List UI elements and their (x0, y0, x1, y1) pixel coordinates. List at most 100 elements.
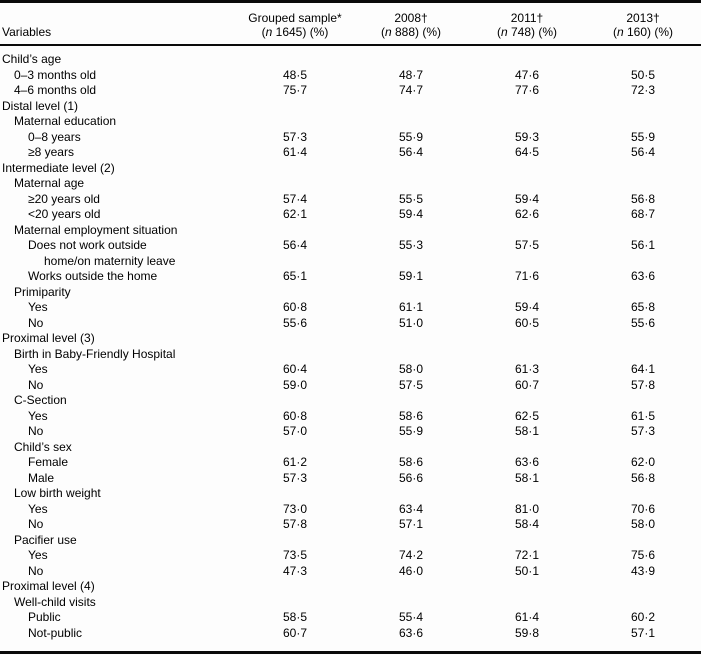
row-label: Female (28, 455, 69, 469)
cell-value: 58·6 (398, 408, 424, 423)
cell-value (585, 533, 701, 549)
table-row: No 59·0 57·5 60·7 57·8 (0, 378, 701, 394)
row-label: Birth in Baby-Friendly Hospital (14, 346, 176, 361)
cell-value (237, 45, 353, 68)
cell-value: 81·0 (514, 501, 540, 516)
subtitle-n: n (384, 25, 392, 39)
cell-value (469, 331, 585, 347)
cell-value: 60·8 (282, 300, 308, 314)
cell-value: 58·6 (398, 455, 424, 469)
cell-value (585, 595, 701, 611)
row-label: Maternal education (14, 114, 117, 128)
cell-value (237, 393, 353, 409)
cell-value: 59·4 (514, 300, 540, 314)
cell-value (237, 440, 353, 456)
row-label: Male (28, 470, 55, 485)
table-row: Primiparity (0, 285, 701, 301)
cell-value (585, 347, 701, 363)
cell-value: 71·6 (514, 269, 540, 283)
table-row: 4–6 months old 75·7 74·7 77·6 72·3 (0, 83, 701, 99)
table-row: Proximal level (3) (0, 331, 701, 347)
cell-value: 55·9 (398, 129, 424, 144)
table-row: Works outside the home 65·1 59·1 71·6 63·6 (0, 269, 701, 285)
cell-value: 61·4 (514, 610, 540, 624)
table-row: Does not work outside 56·4 55·3 57·5 56·1 (0, 238, 701, 254)
column-subtitle: (n 160) (%) (585, 25, 701, 39)
table-row: Yes 60·8 58·6 62·5 61·5 (0, 409, 701, 425)
cell-value (469, 223, 585, 239)
cell-value: 56·1 (630, 238, 656, 252)
subtitle-n: n (265, 25, 273, 39)
cell-value: 58·1 (514, 470, 540, 485)
cell-value (237, 347, 353, 363)
cell-value (353, 347, 469, 363)
cell-value (353, 176, 469, 192)
cell-value: 59·4 (398, 207, 424, 221)
cell-value: 57·5 (398, 377, 424, 392)
cell-value: 55·9 (398, 424, 424, 438)
cell-value: 57·8 (282, 517, 308, 531)
cell-value: 62·6 (514, 207, 540, 221)
cell-value: 65·1 (282, 269, 308, 283)
cell-value: 55·9 (630, 129, 656, 144)
cell-value (353, 393, 469, 409)
cell-value: 57·8 (630, 377, 656, 392)
cell-value: 61·3 (514, 362, 540, 376)
cell-value (237, 114, 353, 130)
column-title: Grouped sample* (248, 11, 342, 25)
cell-value (237, 99, 353, 115)
cell-value (353, 114, 469, 130)
cell-value: 64·5 (514, 145, 540, 159)
row-label: No (28, 377, 44, 392)
table-row: Maternal education (0, 114, 701, 130)
cell-value (353, 533, 469, 549)
cell-value: 58·0 (398, 362, 424, 376)
table-row: Distal level (1) (0, 99, 701, 115)
cell-value: 57·0 (282, 424, 308, 438)
cell-value (469, 285, 585, 301)
cell-value (585, 161, 701, 177)
cell-value (353, 99, 469, 115)
cell-value: 60·4 (282, 362, 308, 376)
table-row: Yes 60·4 58·0 61·3 64·1 (0, 362, 701, 378)
subtitle-rest: 748) (%) (507, 25, 558, 39)
row-label: Primiparity (14, 284, 71, 299)
table-row: Maternal employment situation (0, 223, 701, 239)
cell-value: 58·0 (630, 517, 656, 531)
row-label: home/on maternity leave (44, 253, 176, 268)
row-label: Not-public (28, 625, 83, 640)
table-row: Low birth weight (0, 486, 701, 502)
table-row: home/on maternity leave (0, 254, 701, 270)
cell-value (353, 595, 469, 611)
cell-value (469, 579, 585, 595)
table-row: Female 61·2 58·6 63·6 62·0 (0, 455, 701, 471)
cell-value: 56·8 (630, 191, 656, 206)
table-header: Variables Grouped sample* (n 1645) (%) 2… (0, 1, 701, 46)
row-label: No (28, 563, 44, 578)
table-row: Yes 73·5 74·2 72·1 75·6 (0, 548, 701, 564)
column-header-2013: 2013† (n 160) (%) (585, 1, 701, 46)
cell-value: 61·1 (398, 300, 424, 314)
cell-value: 60·7 (282, 625, 308, 640)
cell-value: 60·7 (514, 377, 540, 392)
row-label: No (28, 315, 44, 330)
table-row: No 57·8 57·1 58·4 58·0 (0, 517, 701, 533)
cell-value: 56·4 (630, 145, 656, 159)
cell-value: 48·5 (282, 67, 308, 82)
cell-value (353, 223, 469, 239)
row-label: Proximal level (4) (2, 579, 95, 593)
subtitle-open: ( (496, 25, 501, 39)
cell-value: 55·5 (398, 191, 424, 206)
row-label: 0–8 years (28, 129, 81, 144)
cell-value (237, 595, 353, 611)
cell-value: 62·1 (282, 207, 308, 221)
cell-value: 60·2 (630, 610, 656, 624)
cell-value: 47·6 (514, 67, 540, 82)
cell-value (353, 161, 469, 177)
cell-value (469, 533, 585, 549)
cell-value: 61·4 (282, 145, 308, 159)
cell-value: 50·1 (514, 563, 540, 578)
cell-value: 55·6 (630, 315, 656, 330)
cell-value (585, 486, 701, 502)
